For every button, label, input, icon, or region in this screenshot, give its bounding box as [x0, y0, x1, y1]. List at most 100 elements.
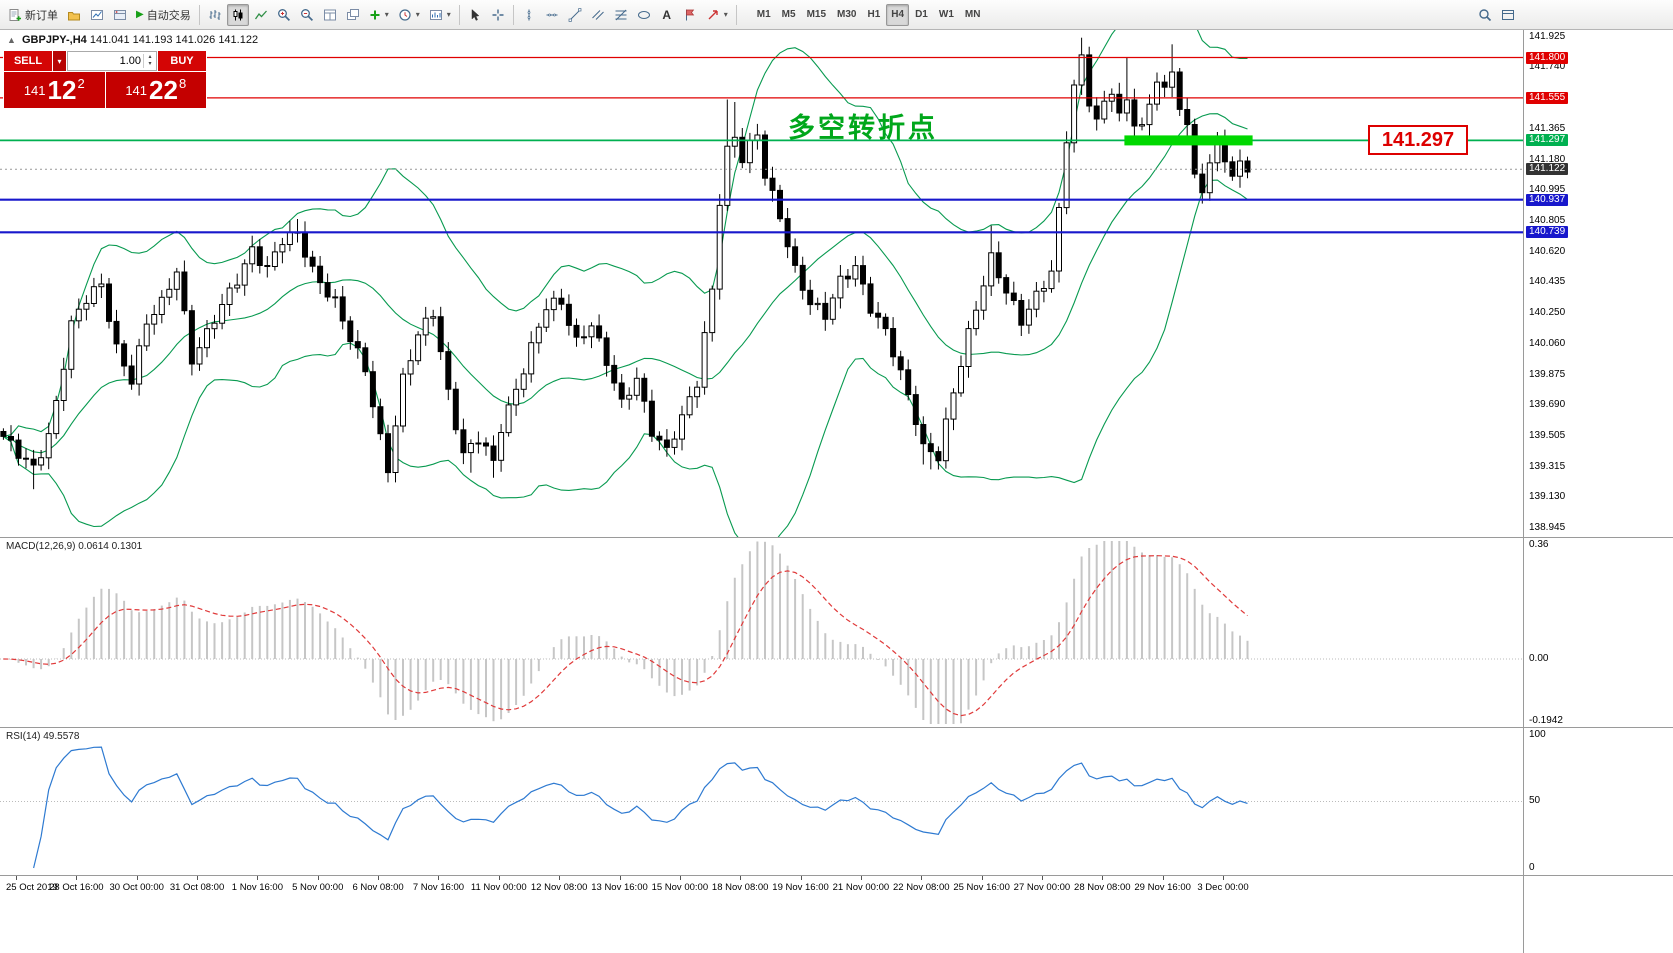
price-tag-label[interactable]: 141.297	[1368, 125, 1468, 155]
bar-chart-button[interactable]	[204, 4, 226, 26]
sell-price-big: 12	[47, 75, 77, 105]
channel-icon	[591, 9, 604, 20]
rsi-chart[interactable]	[0, 728, 1523, 875]
fibonacci-button[interactable]	[610, 4, 632, 26]
time-tick	[981, 876, 983, 880]
window-layout-button[interactable]	[1497, 4, 1519, 26]
price-axis-label: 141.925	[1529, 30, 1566, 42]
candlestick-chart[interactable]	[0, 30, 1523, 537]
time-tick	[1162, 876, 1164, 880]
time-tick	[1102, 876, 1104, 880]
time-axis[interactable]: 25 Oct 2019 28 Oct 16:00 30 Oct 00:00 31 Oc…	[0, 876, 1523, 898]
macd-axis-label: 0.36	[1529, 539, 1549, 550]
price-axis-label: 140.435	[1529, 276, 1566, 288]
time-axis-label: 22 Nov 08:00	[892, 882, 950, 893]
search-button[interactable]	[1474, 4, 1496, 26]
timeframe-h4-button[interactable]: H4	[886, 3, 910, 26]
chevron-down-icon: ▾	[446, 10, 451, 19]
time-tick	[860, 876, 862, 880]
label-button[interactable]	[679, 4, 701, 26]
arrows-tool-button[interactable]: ▾	[702, 4, 732, 26]
ellipse-icon	[637, 10, 650, 19]
time-tick	[1223, 876, 1224, 880]
panel-divider[interactable]	[0, 727, 1673, 728]
new-order-label: 新订单	[25, 9, 58, 22]
periods-button[interactable]: ▾	[394, 4, 424, 26]
time-axis-label: 6 Nov 08:00	[352, 882, 404, 893]
timeframe-mn-button[interactable]: MN	[960, 4, 986, 26]
timeframe-d1-button[interactable]: D1	[910, 4, 933, 26]
chart-annotation-text[interactable]: 多空转折点	[788, 113, 938, 143]
clock-icon	[399, 8, 411, 21]
timeframe-m5-button[interactable]: M5	[777, 4, 801, 26]
time-tick	[498, 876, 500, 880]
volume-stepper[interactable]: ▴ ▾	[143, 54, 156, 68]
toolbar-separator	[735, 4, 737, 25]
time-axis-label: 27 Nov 00:00	[1013, 882, 1071, 893]
new-order-button[interactable]: 新订单	[4, 4, 62, 26]
timeframe-m30-button[interactable]: M30	[832, 4, 861, 26]
panel-divider[interactable]	[0, 537, 1673, 538]
vertical-line-button[interactable]	[518, 4, 540, 26]
volume-input[interactable]	[68, 54, 143, 68]
terminal-icon	[114, 9, 126, 20]
buy-price-big: 22	[149, 75, 178, 105]
timeframe-w1-button[interactable]: W1	[934, 4, 959, 26]
charts-profile-button[interactable]	[63, 4, 85, 26]
templates-button[interactable]: ▾	[425, 4, 455, 26]
level-price-label: 141.555	[1526, 91, 1569, 104]
price-axis-label: 141.740	[1529, 61, 1566, 73]
one-click-trading-panel: SELL ▾ ▴▾ BUY 141 12 2 141 22 8	[3, 50, 207, 109]
buy-price-prefix: 141	[125, 82, 148, 98]
market-watch-button[interactable]	[86, 4, 108, 26]
level-price-label: 140.937	[1526, 193, 1569, 206]
timeframe-h1-button[interactable]: H1	[862, 4, 885, 26]
auto-arrange-button[interactable]	[319, 4, 341, 26]
line-chart-button[interactable]	[250, 4, 272, 26]
horizontal-line-button[interactable]	[541, 4, 563, 26]
tile-windows-button[interactable]	[342, 4, 364, 26]
quotes-chart-icon	[91, 9, 103, 20]
timeframe-m15-button[interactable]: M15	[802, 4, 831, 26]
new-order-icon	[9, 8, 21, 21]
sell-dropdown-icon[interactable]: ▾	[53, 51, 66, 71]
candlestick-chart-button[interactable]	[226, 3, 249, 26]
sell-button[interactable]: SELL	[4, 51, 52, 71]
fibonacci-icon	[615, 9, 627, 20]
zoom-in-button[interactable]	[273, 4, 295, 26]
channel-button[interactable]	[587, 4, 609, 26]
rsi-panel[interactable]: RSI(14) 49.5578	[0, 728, 1523, 875]
main-chart-panel[interactable]: ▲ GBPJPY-,H4 141.041 141.193 141.026 141…	[0, 30, 1523, 537]
chevron-down-icon: ▾	[384, 10, 389, 19]
autotrading-button[interactable]: ▶ 自动交易	[132, 4, 195, 26]
timeframe-m1-button[interactable]: M1	[752, 4, 776, 26]
trendline-button[interactable]	[564, 4, 586, 26]
collapse-panel-icon[interactable]: ▲	[7, 35, 16, 45]
macd-chart[interactable]	[0, 538, 1523, 727]
time-axis-label: 29 Nov 16:00	[1134, 882, 1191, 893]
time-axis-label: 28 Oct 16:00	[49, 882, 104, 893]
panel-divider	[0, 875, 1673, 876]
macd-panel[interactable]: MACD(12,26,9) 0.0614 0.1301	[0, 538, 1523, 727]
time-axis-label: 19 Nov 16:00	[772, 882, 829, 893]
buy-button[interactable]: BUY	[158, 51, 206, 71]
price-axis-label: 140.620	[1529, 245, 1566, 257]
sell-price-button[interactable]: 141 12 2	[4, 72, 105, 108]
crosshair-button[interactable]	[487, 4, 509, 26]
terminal-button[interactable]	[109, 4, 131, 26]
buy-price-button[interactable]: 141 22 8	[105, 72, 206, 108]
cursor-button[interactable]	[464, 4, 486, 26]
ellipse-button[interactable]	[633, 4, 655, 26]
text-button[interactable]: A	[656, 4, 678, 26]
time-tick	[378, 876, 380, 880]
time-axis-label: 13 Nov 16:00	[591, 882, 648, 893]
price-axis-label: 140.805	[1529, 215, 1566, 227]
price-axis-label: 140.060	[1529, 338, 1566, 350]
price-axis[interactable]: 141.925 141.740 141.365 141.180 140.995 140.8…	[1523, 30, 1673, 953]
buy-price-sup: 8	[178, 75, 187, 91]
zoom-out-button[interactable]	[296, 4, 318, 26]
price-axis-label: 139.130	[1529, 491, 1566, 503]
time-tick	[16, 876, 17, 880]
rsi-axis-label: 100	[1529, 729, 1546, 740]
indicators-button[interactable]: ▾	[365, 4, 393, 26]
